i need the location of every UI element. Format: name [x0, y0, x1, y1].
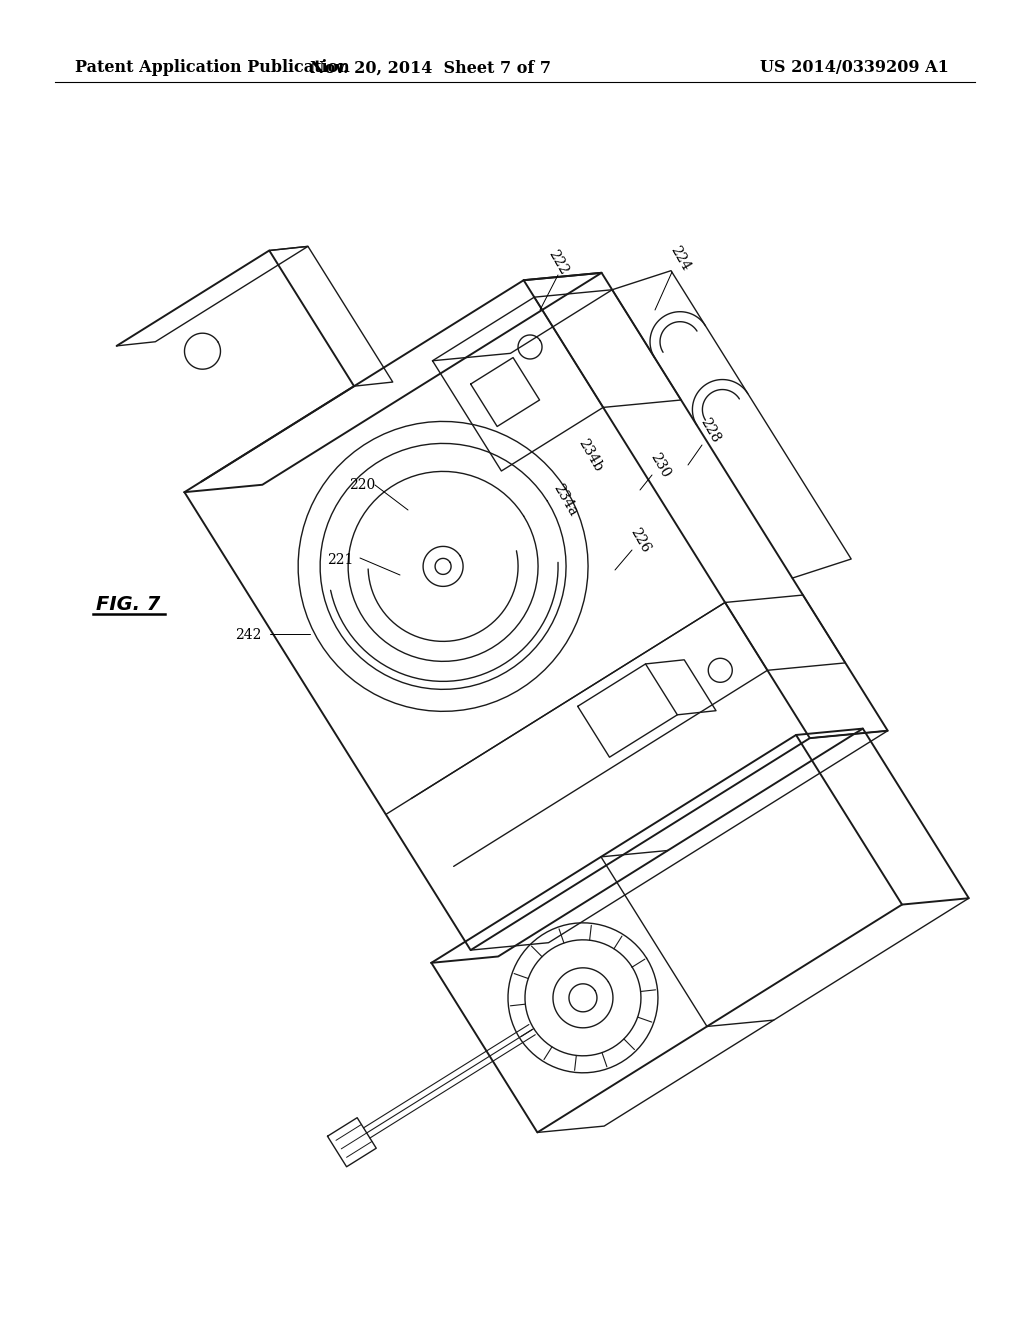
Text: 230: 230 — [647, 450, 673, 480]
Text: Patent Application Publication: Patent Application Publication — [75, 59, 350, 77]
Text: 234b: 234b — [575, 436, 605, 474]
Text: 234a: 234a — [550, 482, 580, 519]
Text: Nov. 20, 2014  Sheet 7 of 7: Nov. 20, 2014 Sheet 7 of 7 — [309, 59, 551, 77]
Text: 224: 224 — [668, 243, 692, 273]
Text: 242: 242 — [234, 628, 261, 642]
Text: FIG. 7: FIG. 7 — [96, 595, 161, 615]
Text: 222: 222 — [546, 247, 570, 277]
Text: 221: 221 — [327, 553, 353, 568]
Text: 228: 228 — [697, 414, 723, 445]
Text: 226: 226 — [628, 525, 652, 554]
Text: US 2014/0339209 A1: US 2014/0339209 A1 — [760, 59, 949, 77]
Text: 220: 220 — [349, 478, 375, 492]
